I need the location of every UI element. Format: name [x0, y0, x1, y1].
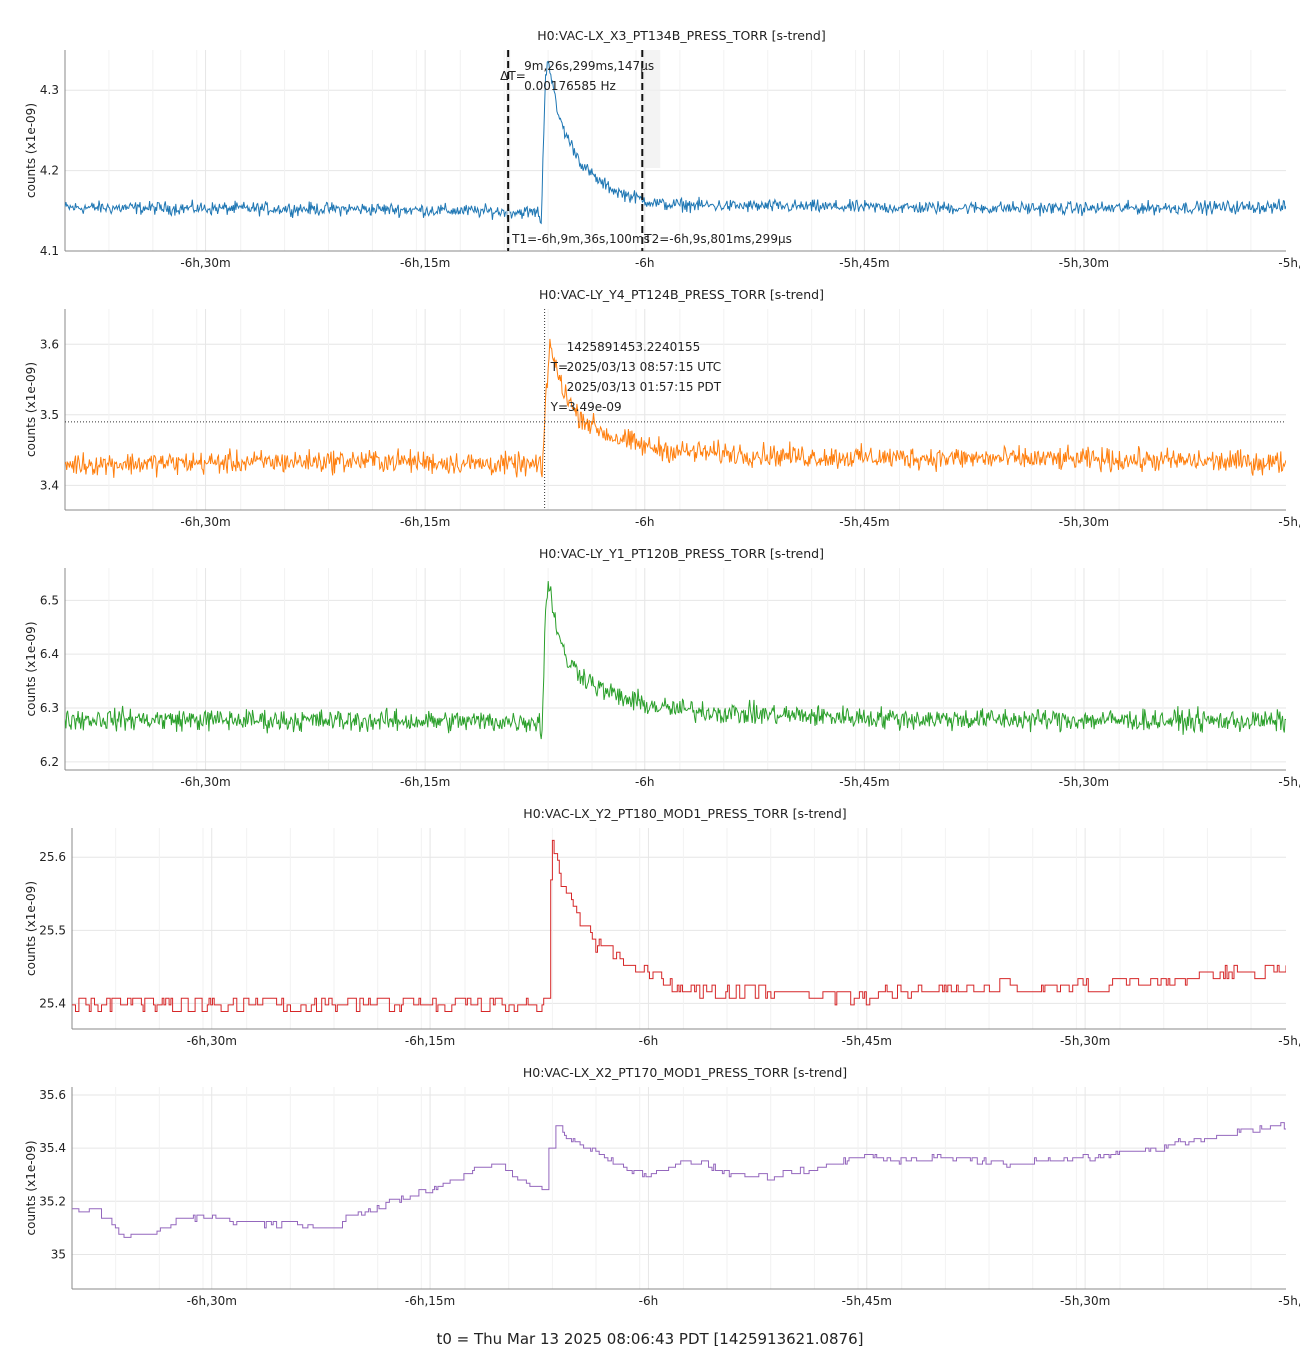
- delta-t-value: 9m,26s,299ms,147μs: [524, 59, 654, 73]
- x-tick-label: -5h,15m: [1278, 515, 1300, 529]
- chart-panel-1: H0:VAC-LX_X3_PT134B_PRESS_TORR [s-trend]…: [24, 28, 1300, 270]
- x-tick-label: -5h,30m: [1059, 775, 1109, 789]
- cursor-t2-band: [640, 50, 661, 168]
- x-tick-label: -6h: [635, 515, 655, 529]
- y-tick-label: 6.3: [40, 701, 59, 715]
- y-tick-label: 4.2: [40, 164, 59, 178]
- cursor-t2-label: T2=-6h,9s,801ms,299μs: [643, 232, 792, 246]
- chart-title: H0:VAC-LY_Y1_PT120B_PRESS_TORR [s-trend]: [539, 546, 824, 561]
- cursor-t1-label: T1=-6h,9m,36s,100ms: [511, 232, 650, 246]
- x-tick-label: -6h: [639, 1034, 659, 1048]
- series-line: [65, 581, 1286, 740]
- chart-title: H0:VAC-LX_Y2_PT180_MOD1_PRESS_TORR [s-tr…: [523, 806, 846, 821]
- chart-title: H0:VAC-LX_X2_PT170_MOD1_PRESS_TORR [s-tr…: [523, 1065, 847, 1080]
- x-tick-label: -6h,15m: [400, 256, 450, 270]
- y-tick-label: 25.5: [39, 923, 66, 937]
- series-line: [65, 60, 1286, 225]
- x-tick-label: -5h,30m: [1060, 1034, 1110, 1048]
- series-line: [72, 1122, 1286, 1238]
- x-tick-label: -6h: [635, 256, 655, 270]
- y-tick-label: 3.4: [40, 478, 59, 492]
- x-tick-label: -6h,15m: [400, 775, 450, 789]
- y-tick-label: 4.1: [40, 244, 59, 258]
- y-axis-label: counts (x1e-09): [24, 103, 38, 198]
- grid: [64, 50, 1286, 252]
- y-axis-label: counts (x1e-09): [24, 881, 38, 976]
- series-line: [72, 839, 1286, 1012]
- t0-footer: t0 = Thu Mar 13 2025 08:06:43 PDT [14259…: [436, 1330, 864, 1348]
- y-tick-label: 35.4: [39, 1141, 66, 1155]
- chart-panel-2: H0:VAC-LY_Y4_PT124B_PRESS_TORR [s-trend]…: [24, 287, 1300, 529]
- series-line: [65, 338, 1286, 478]
- y-axis-label: counts (x1e-09): [24, 362, 38, 457]
- grid: [64, 568, 1286, 770]
- y-tick-label: 3.6: [40, 337, 59, 351]
- chart-panel-5: H0:VAC-LX_X2_PT170_MOD1_PRESS_TORR [s-tr…: [24, 1065, 1300, 1308]
- x-tick-label: -5h,45m: [842, 1034, 892, 1048]
- chart-title: H0:VAC-LY_Y4_PT124B_PRESS_TORR [s-trend]: [539, 287, 824, 302]
- crosshair-y-value: Y=3.49e-09: [550, 400, 622, 414]
- x-tick-label: -6h,30m: [187, 1034, 237, 1048]
- x-tick-label: -5h,15m: [1278, 775, 1300, 789]
- x-tick-label: -6h,15m: [405, 1034, 455, 1048]
- crosshair-gps-time: 1425891453.2240155: [567, 340, 701, 354]
- x-tick-label: -6h,15m: [405, 1294, 455, 1308]
- x-tick-label: -5h,45m: [839, 256, 889, 270]
- x-tick-label: -5h,30m: [1059, 515, 1109, 529]
- x-tick-label: -6h,30m: [180, 515, 230, 529]
- y-tick-label: 35.2: [39, 1194, 66, 1208]
- y-axis-label: counts (x1e-09): [24, 621, 38, 716]
- chart-panel-3: H0:VAC-LY_Y1_PT120B_PRESS_TORR [s-trend]…: [24, 546, 1300, 789]
- x-tick-label: -6h,30m: [187, 1294, 237, 1308]
- delta-t-label: ΔT=: [500, 69, 526, 83]
- y-tick-label: 25.4: [39, 996, 66, 1010]
- grid: [71, 828, 1286, 1029]
- x-tick-label: -5h,30m: [1059, 256, 1109, 270]
- x-tick-label: -6h: [635, 775, 655, 789]
- delta-t-frequency: 0.00176585 Hz: [524, 79, 616, 93]
- x-tick-label: -5h,15m: [1278, 256, 1300, 270]
- x-tick-label: -5h,15m: [1278, 1294, 1300, 1308]
- y-tick-label: 6.4: [40, 647, 59, 661]
- y-tick-label: 3.5: [40, 408, 59, 422]
- chart-panel-4: H0:VAC-LX_Y2_PT180_MOD1_PRESS_TORR [s-tr…: [24, 806, 1300, 1048]
- crosshair-t-label: T=: [550, 360, 568, 374]
- x-tick-label: -5h,30m: [1060, 1294, 1110, 1308]
- y-tick-label: 25.6: [39, 850, 66, 864]
- x-tick-label: -5h,15m: [1278, 1034, 1300, 1048]
- y-tick-label: 6.2: [40, 755, 59, 769]
- grid: [71, 1087, 1286, 1289]
- y-tick-label: 35.6: [39, 1088, 66, 1102]
- x-tick-label: -6h,15m: [400, 515, 450, 529]
- crosshair-utc-time: 2025/03/13 08:57:15 UTC: [567, 360, 721, 374]
- x-tick-label: -6h,30m: [180, 256, 230, 270]
- x-tick-label: -6h,30m: [180, 775, 230, 789]
- x-tick-label: -5h,45m: [839, 775, 889, 789]
- y-axis-label: counts (x1e-09): [24, 1140, 38, 1235]
- chart-title: H0:VAC-LX_X3_PT134B_PRESS_TORR [s-trend]: [537, 28, 825, 43]
- y-tick-label: 4.3: [40, 83, 59, 97]
- y-tick-label: 35: [51, 1247, 66, 1261]
- x-tick-label: -5h,45m: [839, 515, 889, 529]
- x-tick-label: -5h,45m: [842, 1294, 892, 1308]
- x-tick-label: -6h: [639, 1294, 659, 1308]
- y-tick-label: 6.5: [40, 593, 59, 607]
- crosshair-pdt-time: 2025/03/13 01:57:15 PDT: [567, 380, 722, 394]
